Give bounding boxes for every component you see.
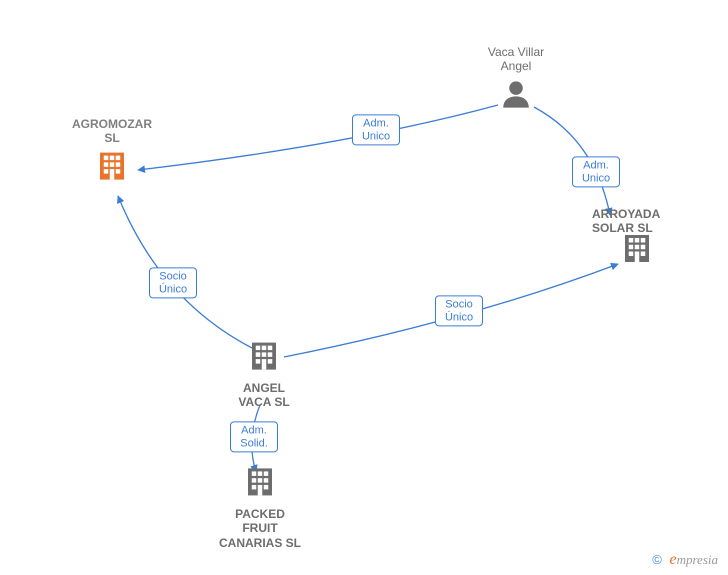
node-packed-fruit-canarias[interactable]: PACKED FRUIT CANARIAS SL	[200, 464, 320, 552]
building-icon	[242, 464, 278, 500]
edge-label: Adm. Unico	[352, 114, 400, 145]
node-arroyada-solar[interactable]	[607, 231, 667, 272]
diagram-canvas: AGROMOZAR SL Vaca Villar Angel ARROYADA …	[0, 0, 728, 575]
building-icon	[94, 148, 130, 184]
edge-label: Adm. Unico	[572, 156, 620, 187]
node-agromozar[interactable]: AGROMOZAR SL	[52, 115, 172, 189]
node-label: ANGEL VACA SL	[204, 381, 324, 410]
node-label: Vaca Villar Angel	[456, 45, 576, 74]
edge-label: Socio Único	[149, 267, 197, 298]
node-angel-vaca[interactable]: ANGEL VACA SL	[204, 338, 324, 412]
edges-layer	[0, 0, 728, 575]
edge-label: Adm. Solid.	[230, 421, 278, 452]
building-icon	[619, 231, 655, 267]
building-icon	[246, 338, 282, 374]
watermark: © empresia	[652, 551, 718, 569]
node-label: PACKED FRUIT CANARIAS SL	[200, 507, 320, 550]
node-vaca-villar-angel[interactable]: Vaca Villar Angel	[456, 43, 576, 117]
copyright-symbol: ©	[652, 552, 662, 567]
node-label: AGROMOZAR SL	[52, 117, 172, 146]
person-icon	[498, 76, 534, 112]
edge-label: Socio Único	[435, 295, 483, 326]
node-label-arroyada: ARROYADA SOLAR SL	[592, 207, 682, 236]
edge-vaca_villar-to-agromozar	[138, 105, 498, 170]
brand-name: empresia	[669, 552, 718, 567]
